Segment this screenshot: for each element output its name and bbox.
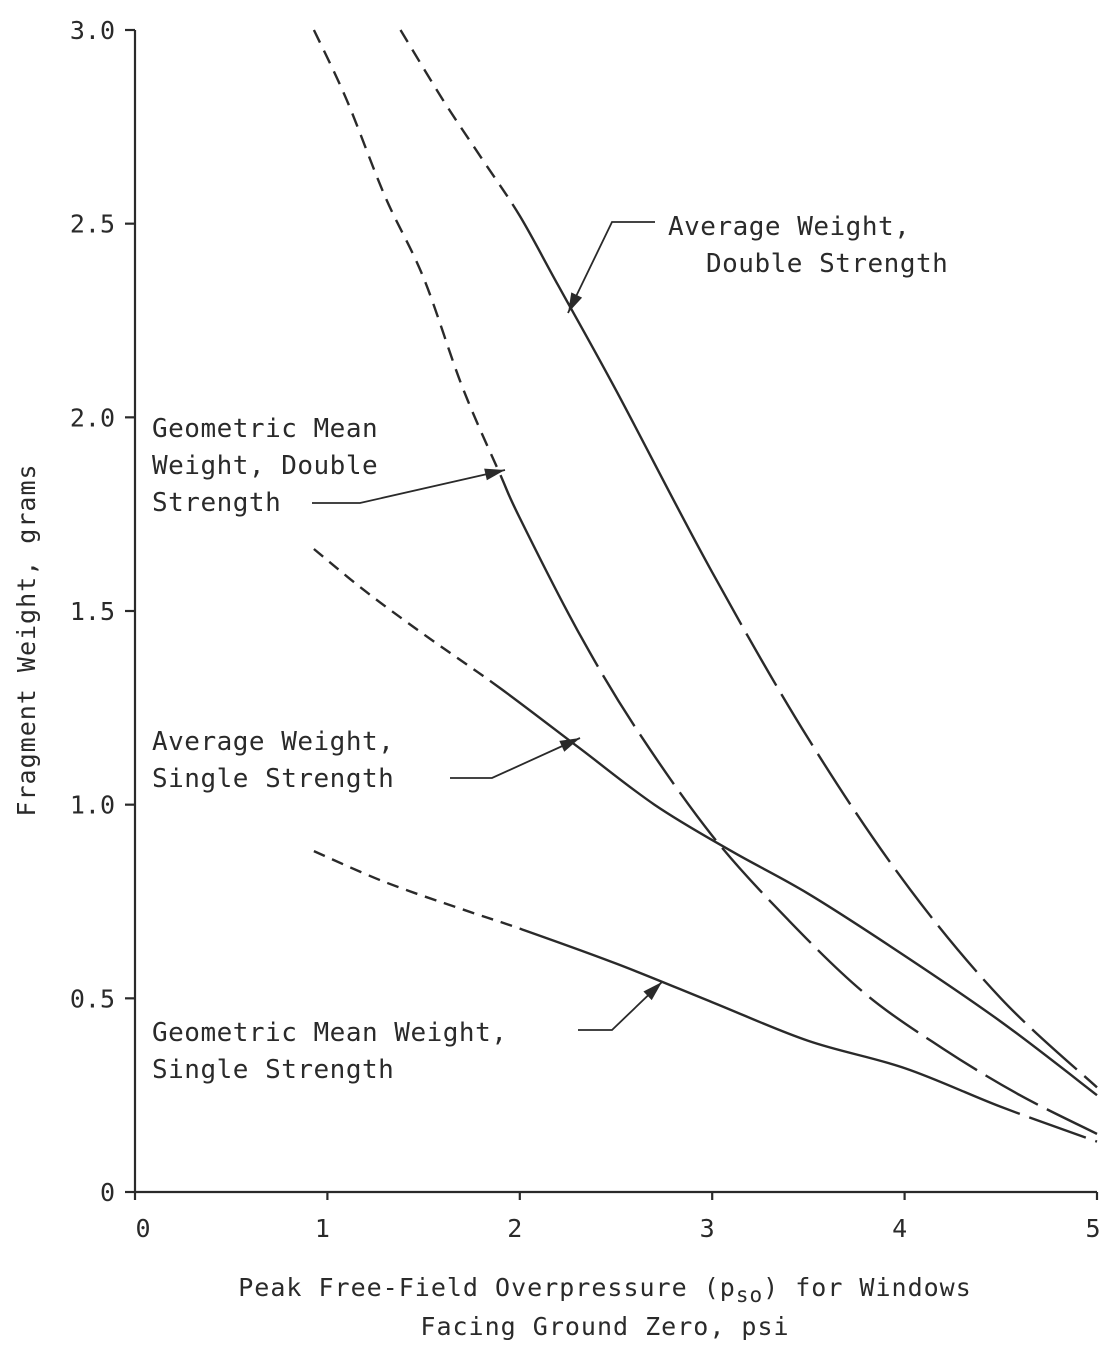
curves	[312, 29, 1098, 1143]
ticks: 0 1 2 3 4 5 0 0.5 1.0 1.5 2.0 2.5 3.0	[70, 16, 1101, 1243]
x-tick-label: 4	[892, 1214, 907, 1243]
series-line-avg-single-strength	[313, 548, 1098, 1097]
y-tick-label: 3.0	[70, 16, 115, 45]
x-tick-label: 2	[507, 1214, 522, 1243]
series-line-avg-double-strength	[399, 29, 1098, 1089]
x-tick-label: 3	[700, 1214, 715, 1243]
annotation-geo-mean-double-strength-line1: Geometric Mean	[152, 414, 378, 444]
annotation-geo-mean-single-strength-line2: Single Strength	[152, 1055, 394, 1085]
annotation-geo-mean-double-strength-line3: Strength	[152, 488, 281, 518]
leader-line-avg-single-strength	[450, 737, 581, 779]
series-line-geo-mean-double-strength	[312, 29, 1098, 1135]
annotation-avg-double-strength-line2: Double Strength	[706, 249, 948, 279]
arrowhead-avg-single-strength	[559, 738, 580, 752]
y-tick-label: 0.5	[70, 984, 115, 1013]
x-axis-title-part2: ) for Windows	[763, 1273, 972, 1302]
annotation-geo-mean-double-strength-line2: Weight, Double	[152, 451, 378, 481]
x-tick-label: 5	[1085, 1214, 1100, 1243]
y-tick-label: 0	[100, 1178, 115, 1207]
arrowhead-geo-mean-double-strength	[484, 468, 505, 481]
arrowhead-avg-double-strength	[568, 292, 583, 313]
arrowhead-geo-mean-single-strength	[643, 982, 662, 1001]
annotation-avg-single-strength-line1: Average Weight,	[152, 727, 394, 757]
y-tick-label: 2.5	[70, 210, 115, 239]
leader-line-geo-mean-single-strength	[578, 981, 663, 1031]
y-tick-label: 1.5	[70, 597, 115, 626]
leader-line-geo-mean-double-strength	[312, 469, 506, 504]
annotations: Average Weight, Double Strength Geometric …	[152, 212, 948, 1085]
series-line-geo-mean-single-strength	[313, 850, 1098, 1143]
y-tick-label: 1.0	[70, 791, 115, 820]
annotation-avg-double-strength-line1: Average Weight,	[668, 212, 910, 242]
y-tick-label: 2.0	[70, 403, 115, 432]
annotation-geo-mean-single-strength-line1: Geometric Mean Weight,	[152, 1018, 507, 1048]
x-axis-title-line2: Facing Ground Zero, psi	[420, 1312, 789, 1341]
leader-line-avg-double-strength	[567, 221, 655, 314]
x-axis-title-line1: Peak Free-Field Overpressure (pso) for W…	[238, 1273, 972, 1307]
x-axis-title-part1: Peak Free-Field Overpressure (p	[238, 1273, 736, 1302]
x-axis-title-subscript: so	[736, 1283, 763, 1307]
annotation-avg-single-strength-line2: Single Strength	[152, 764, 394, 794]
x-tick-label: 0	[135, 1214, 150, 1243]
x-tick-label: 1	[315, 1214, 330, 1243]
y-axis-title: Fragment Weight, grams	[12, 463, 41, 816]
